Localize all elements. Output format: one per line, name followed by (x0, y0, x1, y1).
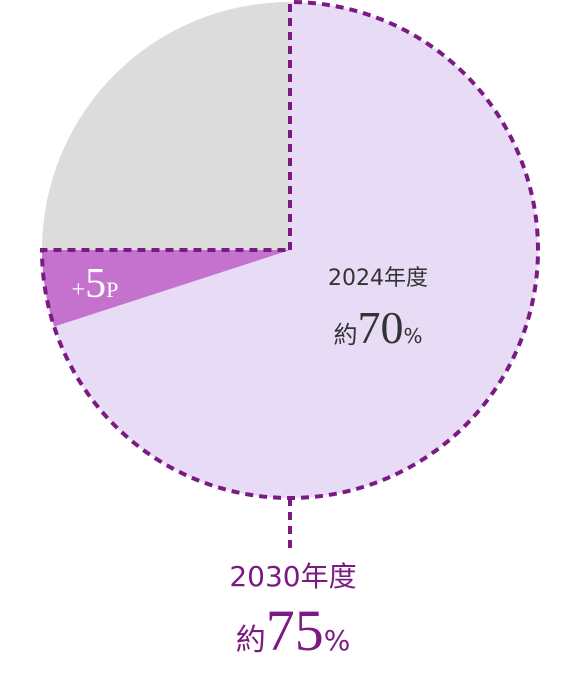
label-part: 70 (357, 302, 403, 353)
slice-name: 2024年度 (328, 266, 428, 291)
label-part: 約 (236, 623, 266, 658)
pie-slice (42, 250, 290, 327)
outline-name: 2030年度 (229, 560, 356, 593)
label-part: 約 (333, 321, 357, 349)
label-part: + (72, 277, 86, 303)
pie-slice (54, 2, 538, 498)
value-label: 約70% (333, 302, 422, 353)
label-part: 5 (85, 261, 106, 307)
pie-slice (42, 2, 290, 250)
label-part: P (106, 277, 118, 302)
label-part: % (324, 624, 351, 657)
label-part: 75 (266, 598, 324, 663)
value-label: 約75% (236, 598, 351, 663)
value-label: +5P (72, 261, 119, 307)
label-part: % (403, 324, 422, 348)
outline (39, 0, 540, 500)
